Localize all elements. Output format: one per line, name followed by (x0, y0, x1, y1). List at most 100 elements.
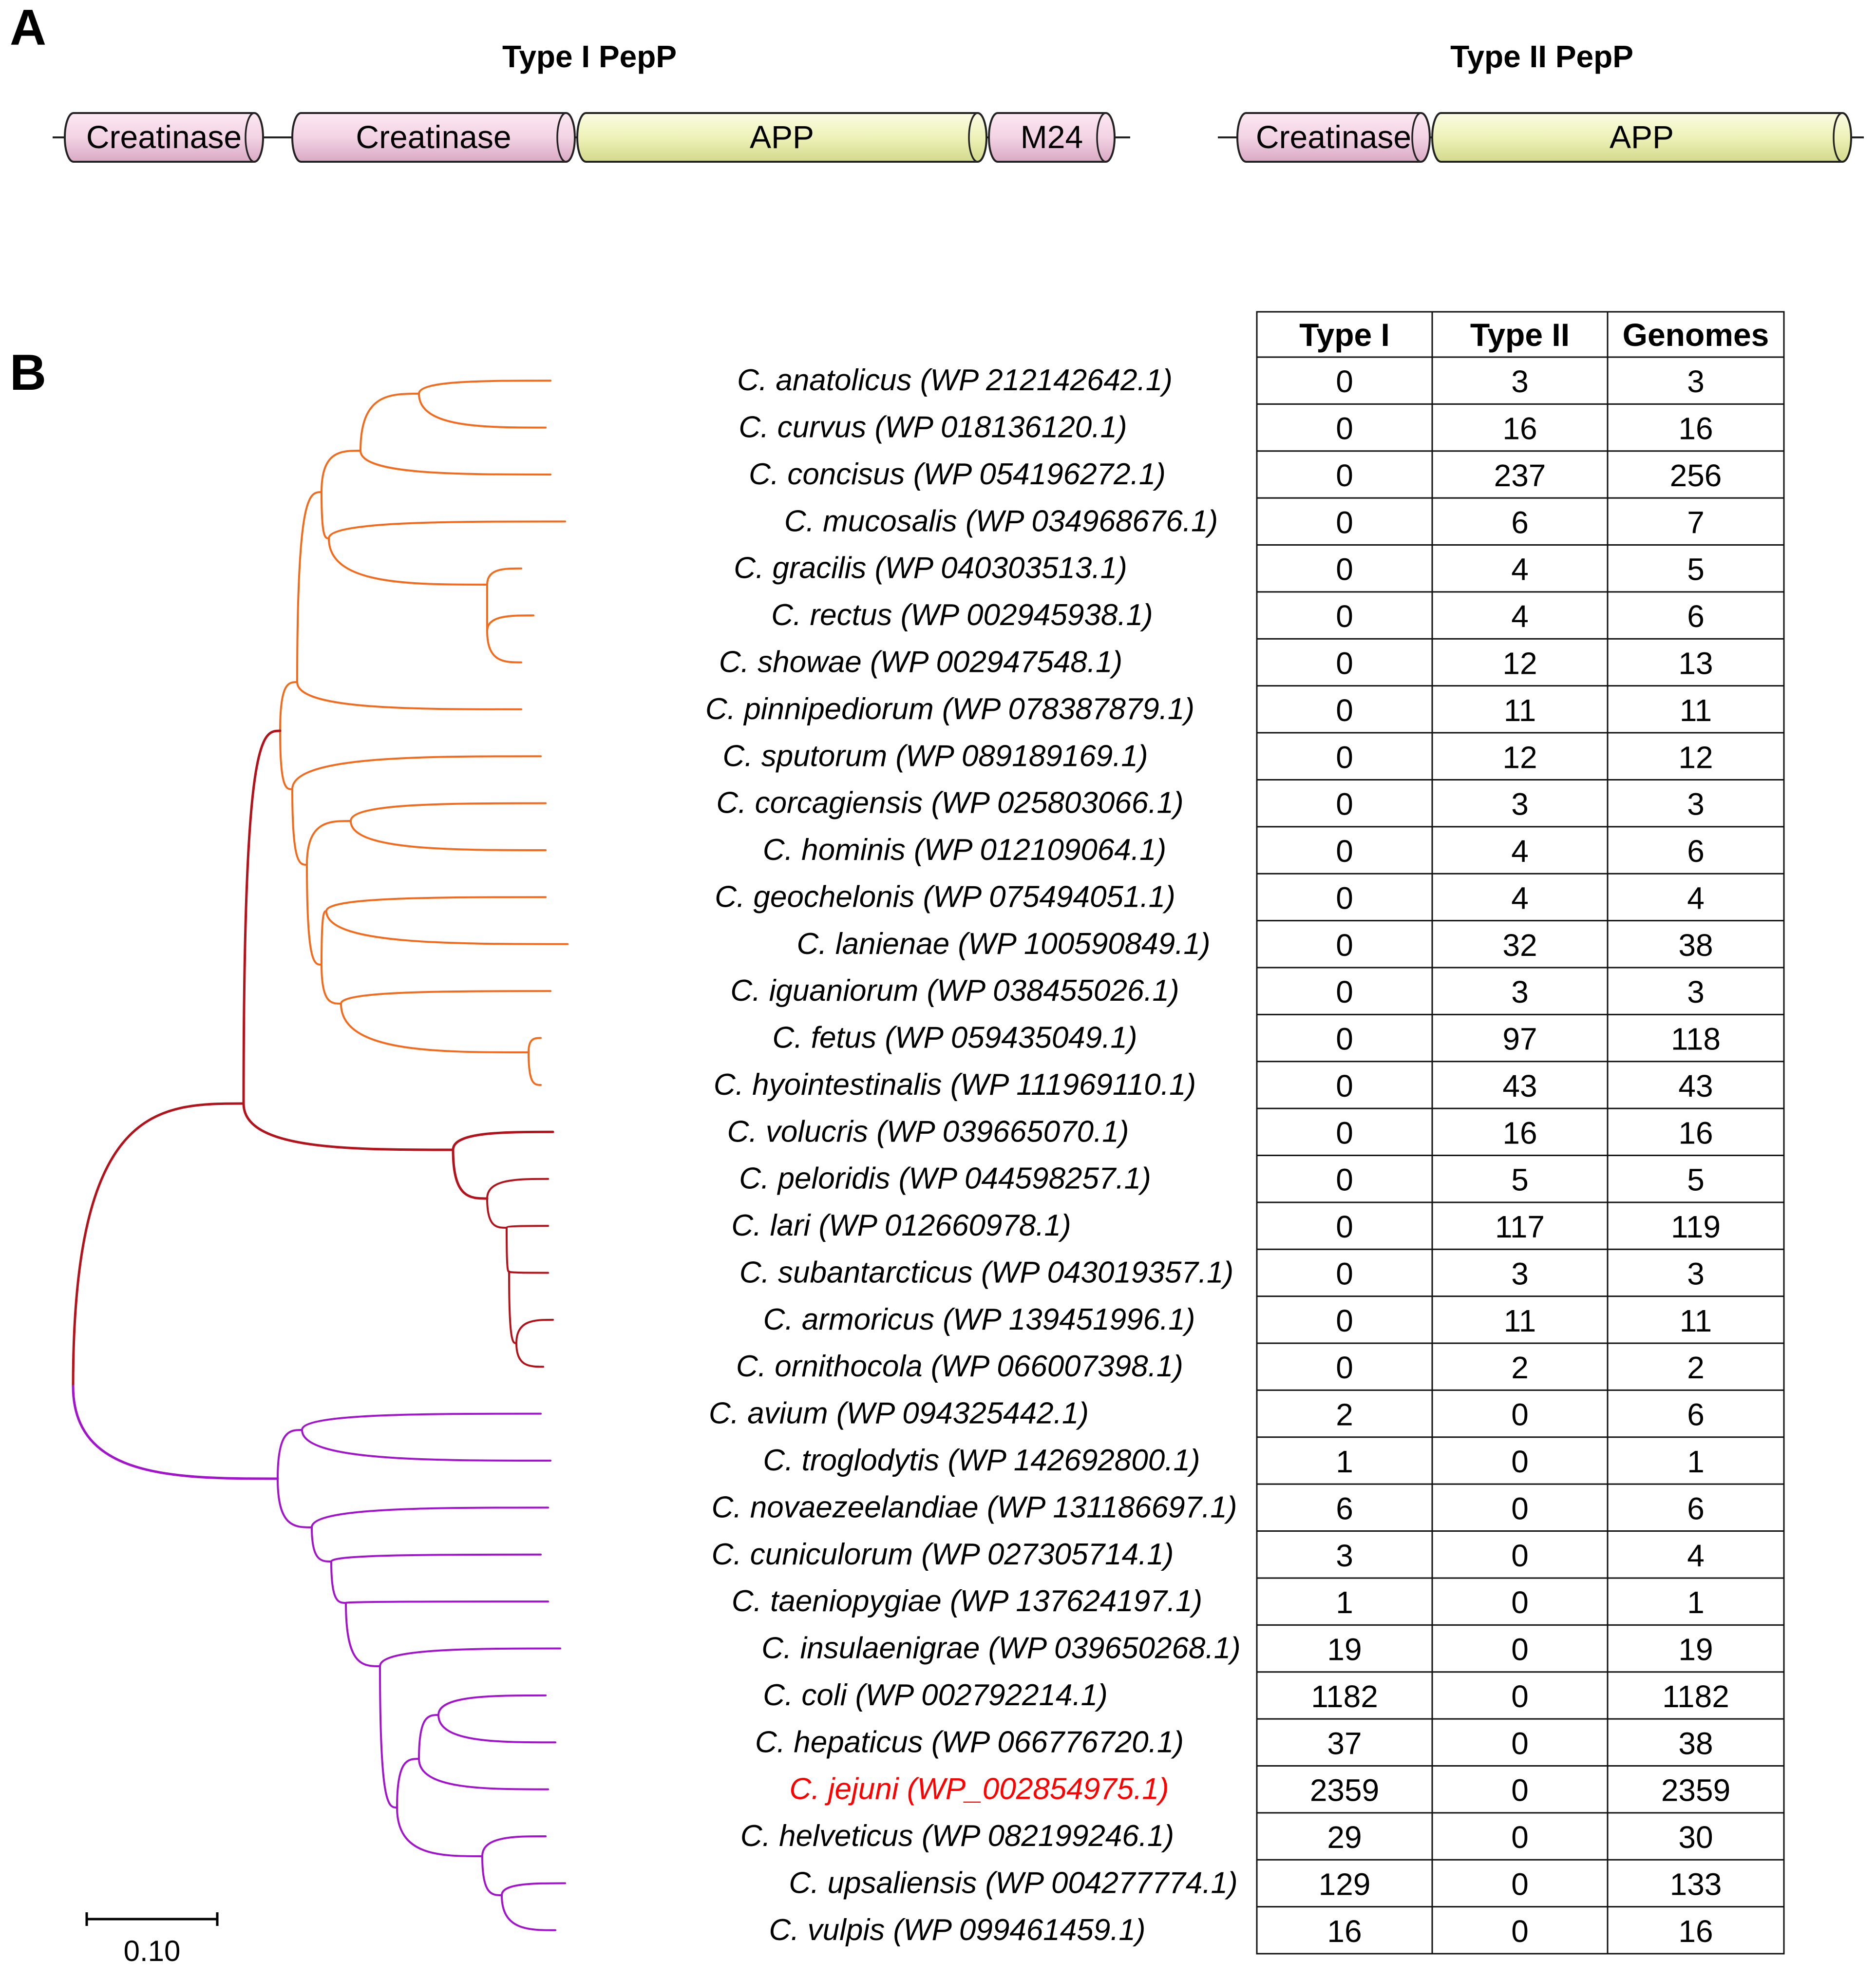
table-row: 0 4 6 (1336, 599, 1705, 634)
cell-type1: 0 (1336, 552, 1353, 587)
type2-domain-creatinase-label: Creatinase (1256, 119, 1411, 155)
cell-type1: 0 (1336, 505, 1353, 540)
table-row: 0 16 16 (1336, 411, 1713, 446)
species-label: C. corcagiensis (WP 025803066.1) (716, 786, 1183, 820)
cell-type1: 0 (1336, 1022, 1353, 1057)
cell-type2: 32 (1502, 928, 1537, 963)
cell-genomes: 1 (1687, 1444, 1705, 1479)
cell-type1: 2359 (1310, 1773, 1379, 1808)
table-row: 2 0 6 (1336, 1397, 1705, 1432)
tree-root-branch (72, 1102, 245, 1388)
cell-type1: 0 (1336, 1256, 1353, 1291)
table-row: 0 3 3 (1336, 1256, 1705, 1291)
cell-type1: 0 (1336, 1209, 1353, 1244)
cell-genomes: 3 (1687, 974, 1705, 1009)
table-header-type2: Type II (1470, 317, 1570, 353)
cell-genomes: 118 (1671, 1022, 1721, 1057)
cell-type2: 0 (1511, 1726, 1529, 1761)
tree-branch (506, 1227, 510, 1273)
species-label: C. jejuni (WP_002854975.1) (790, 1772, 1169, 1806)
table-header-type1: Type I (1299, 317, 1390, 353)
species-label: C. lanienae (WP 100590849.1) (796, 927, 1210, 961)
tree-branch (345, 1600, 549, 1604)
tree-branch (418, 393, 547, 429)
tree-branch (528, 1051, 542, 1086)
table-row: 0 6 7 (1336, 505, 1705, 540)
cell-type2: 117 (1495, 1209, 1545, 1244)
panel-a-label: A (10, 0, 46, 56)
tree-branch (515, 1342, 544, 1368)
table-row: 0 5 5 (1336, 1162, 1705, 1198)
cell-type1: 0 (1336, 787, 1353, 822)
tree-branch (311, 1506, 549, 1528)
species-label: C. peloridis (WP 044598257.1) (739, 1162, 1151, 1196)
cell-type2: 0 (1511, 1491, 1529, 1526)
table-header-genomes: Genomes (1623, 317, 1769, 353)
tree-branch (242, 729, 282, 1105)
table-row: 0 43 43 (1336, 1068, 1713, 1104)
type1-domain-m24-label: M24 (1021, 119, 1083, 155)
cell-type1: 129 (1319, 1866, 1371, 1902)
type1-domain-creatinase: Creatinase (291, 112, 576, 163)
cell-type1: 0 (1336, 458, 1353, 493)
table-row: 0 2 2 (1336, 1350, 1705, 1385)
cell-genomes: 5 (1687, 1162, 1705, 1198)
type1-domain-app: APP (576, 112, 987, 163)
cell-type2: 0 (1511, 1538, 1529, 1573)
tree-branch (321, 450, 361, 493)
tree-branch (486, 567, 522, 586)
table-row: 0 3 3 (1336, 364, 1705, 399)
scale-bar: 0.10 (85, 1912, 219, 1967)
tree-branch (330, 1553, 542, 1562)
cell-type1: 3 (1336, 1538, 1353, 1573)
tree-branch (437, 1714, 556, 1744)
tree-branch (296, 491, 322, 683)
phylogenetic-tree (72, 380, 568, 1931)
cell-genomes: 6 (1687, 599, 1705, 634)
cell-genomes: 43 (1678, 1068, 1713, 1104)
cell-type2: 16 (1502, 411, 1537, 446)
cell-type2: 0 (1511, 1866, 1529, 1902)
cell-genomes: 4 (1687, 880, 1705, 915)
tree-branch (301, 1412, 542, 1431)
tree-branch (277, 1478, 313, 1528)
tree-branch (328, 520, 566, 539)
species-label: C. upsaliensis (WP 004277774.1) (789, 1866, 1237, 1900)
cell-type2: 4 (1511, 599, 1529, 634)
species-label: C. sputorum (WP 089189169.1) (722, 739, 1148, 773)
table-row: 19 0 19 (1327, 1632, 1713, 1667)
table-row: 0 4 6 (1336, 834, 1705, 869)
tree-branch (325, 896, 547, 912)
tree-branch (506, 1225, 549, 1229)
tree-root-branch (72, 1385, 279, 1480)
cell-type1: 0 (1336, 599, 1353, 634)
tree-branch (452, 1148, 489, 1200)
tree-branch (306, 864, 322, 966)
species-label: C. ornithocola (WP 066007398.1) (736, 1350, 1183, 1383)
cell-genomes: 11 (1680, 1303, 1712, 1338)
cell-type1: 1 (1336, 1444, 1353, 1479)
species-labels: C. anatolicus (WP 212142642.1) C. curvus … (705, 363, 1241, 1947)
cell-type2: 0 (1511, 1914, 1529, 1949)
tree-branch (452, 1130, 554, 1151)
species-label: C. rectus (WP 002945938.1) (771, 598, 1153, 632)
cell-genomes: 30 (1678, 1820, 1713, 1855)
table-row: 0 237 256 (1336, 458, 1722, 493)
species-label: C. insulaenigrae (WP 039650268.1) (761, 1632, 1240, 1665)
cell-genomes: 2 (1687, 1350, 1705, 1385)
tree-branch (486, 614, 534, 632)
tree-branch (277, 1429, 303, 1480)
tree-branch (360, 393, 420, 452)
species-label: C. helveticus (WP 082199246.1) (740, 1819, 1174, 1853)
cell-genomes: 11 (1680, 693, 1712, 728)
type2-pepp-title: Type II PepP (1450, 39, 1633, 74)
panel-a: A Type I PepP Type II PepP Creatinase Cre… (10, 0, 1864, 163)
cell-genomes: 6 (1687, 1397, 1705, 1432)
tree-branch (360, 450, 551, 476)
tree-branch (311, 1526, 332, 1562)
cell-type2: 4 (1511, 552, 1529, 587)
cell-genomes: 16 (1678, 1115, 1713, 1150)
table-row: 0 11 11 (1336, 1303, 1712, 1338)
species-label: C. armoricus (WP 139451996.1) (763, 1303, 1195, 1336)
